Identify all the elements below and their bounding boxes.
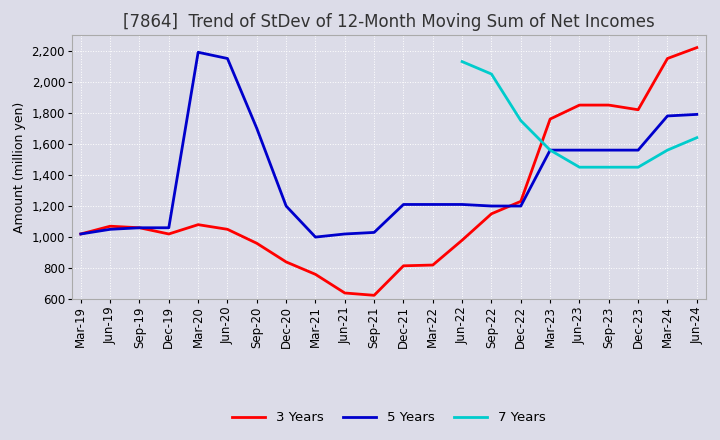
5 Years (663, 114, 672, 119)
Line: 3 Years: 3 Years (81, 48, 697, 295)
3 Years (428, 262, 437, 268)
3 Years (663, 56, 672, 61)
5 Years (575, 147, 584, 153)
3 Years (487, 211, 496, 216)
5 Years (487, 203, 496, 209)
5 Years (253, 126, 261, 131)
7 Years (487, 71, 496, 77)
5 Years (634, 147, 642, 153)
5 Years (223, 56, 232, 61)
3 Years (546, 117, 554, 122)
3 Years (282, 259, 290, 264)
5 Years (458, 202, 467, 207)
5 Years (164, 225, 173, 231)
3 Years (575, 103, 584, 108)
Line: 5 Years: 5 Years (81, 52, 697, 237)
3 Years (399, 263, 408, 268)
3 Years (106, 224, 114, 229)
3 Years (605, 103, 613, 108)
7 Years (663, 147, 672, 153)
7 Years (458, 59, 467, 64)
5 Years (605, 147, 613, 153)
7 Years (575, 165, 584, 170)
Line: 7 Years: 7 Years (462, 62, 697, 167)
5 Years (399, 202, 408, 207)
3 Years (634, 107, 642, 112)
3 Years (516, 199, 525, 204)
3 Years (76, 231, 85, 237)
5 Years (194, 50, 202, 55)
7 Years (634, 165, 642, 170)
5 Years (106, 227, 114, 232)
3 Years (135, 225, 144, 231)
7 Years (605, 165, 613, 170)
Legend: 3 Years, 5 Years, 7 Years: 3 Years, 5 Years, 7 Years (227, 406, 551, 430)
3 Years (223, 227, 232, 232)
5 Years (282, 203, 290, 209)
7 Years (693, 135, 701, 140)
3 Years (194, 222, 202, 227)
5 Years (428, 202, 437, 207)
5 Years (135, 225, 144, 231)
5 Years (341, 231, 349, 237)
5 Years (546, 147, 554, 153)
7 Years (546, 147, 554, 153)
3 Years (253, 241, 261, 246)
Y-axis label: Amount (million yen): Amount (million yen) (13, 102, 26, 233)
5 Years (76, 231, 85, 237)
5 Years (370, 230, 379, 235)
3 Years (370, 293, 379, 298)
3 Years (164, 231, 173, 237)
3 Years (693, 45, 701, 50)
5 Years (693, 112, 701, 117)
3 Years (341, 290, 349, 296)
Title: [7864]  Trend of StDev of 12-Month Moving Sum of Net Incomes: [7864] Trend of StDev of 12-Month Moving… (123, 13, 654, 31)
7 Years (516, 118, 525, 123)
5 Years (516, 203, 525, 209)
3 Years (311, 272, 320, 277)
5 Years (311, 235, 320, 240)
3 Years (458, 238, 467, 243)
